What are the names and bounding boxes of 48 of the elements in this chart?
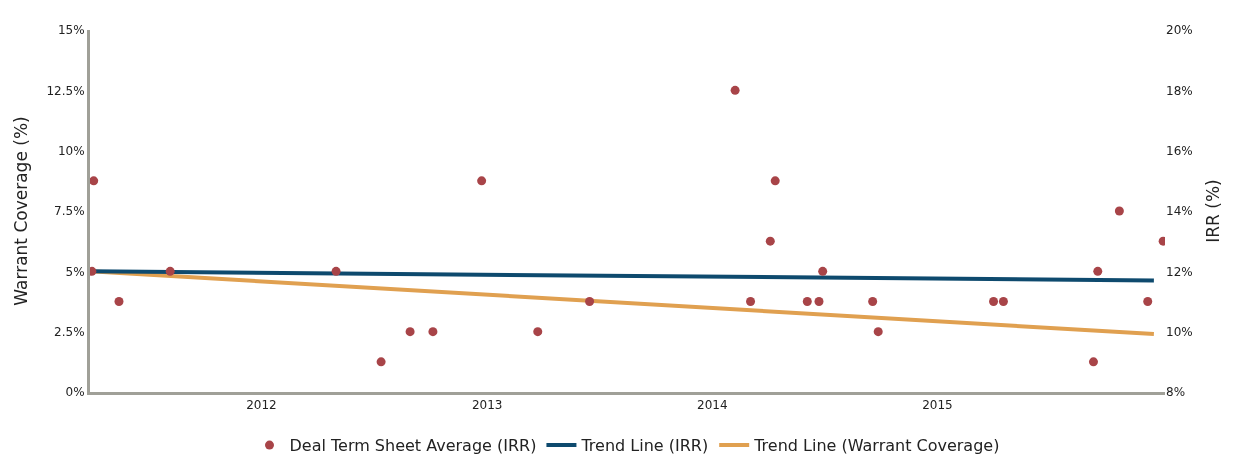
point: [405, 327, 415, 337]
point: [90, 176, 99, 186]
point: [770, 176, 780, 186]
point: [165, 266, 175, 276]
point: [746, 297, 756, 306]
x-tick-label: 2015: [922, 398, 953, 413]
point: [1143, 297, 1153, 306]
point: [814, 297, 824, 306]
y-tick-label: 5%: [65, 264, 85, 279]
point: [1093, 266, 1103, 276]
y-tick-label: 10%: [57, 143, 85, 158]
x-tick-label: 2012: [246, 398, 277, 413]
point: [114, 297, 124, 306]
point: [477, 176, 487, 186]
y2-tick-label: 20%: [1166, 23, 1193, 38]
point: [331, 266, 341, 276]
y-tick-label: 7.5%: [54, 204, 85, 219]
point: [818, 266, 828, 276]
y-tick-label: 15%: [57, 23, 85, 38]
point: [1088, 357, 1098, 367]
y2-tick-label: 18%: [1166, 83, 1193, 98]
point: [730, 85, 740, 95]
y-tick-label: 2.5%: [54, 324, 85, 339]
point: [998, 297, 1008, 306]
point: [428, 327, 438, 337]
point: [533, 327, 543, 337]
y2-axis-title: IRR (%): [1203, 179, 1224, 243]
legend-label: Trend Line (Warrant Coverage): [753, 436, 1000, 456]
x-tick-label: 2013: [471, 398, 503, 413]
point: [802, 297, 812, 306]
y2-tick-label: 16%: [1166, 143, 1193, 158]
y2-tick-label: 14%: [1166, 204, 1193, 219]
x-tick-label: 2014: [697, 398, 728, 413]
y2-tick-label: 8%: [1166, 385, 1186, 400]
point: [868, 297, 878, 306]
y-tick-label: 0%: [65, 385, 85, 400]
point: [873, 327, 883, 337]
y-axis-title: Warrant Coverage (%): [11, 116, 32, 306]
point: [585, 297, 595, 306]
legend-label: Trend Line (IRR): [580, 436, 709, 456]
y2-tick-label: 10%: [1166, 324, 1193, 339]
point: [765, 236, 775, 246]
point: [989, 297, 999, 306]
point: [1114, 206, 1124, 216]
point: [376, 357, 386, 367]
y2-tick-label: 12%: [1166, 264, 1193, 279]
legend-label: Deal Term Sheet Average (IRR): [289, 436, 537, 456]
y-tick-label: 12.5%: [46, 83, 85, 98]
